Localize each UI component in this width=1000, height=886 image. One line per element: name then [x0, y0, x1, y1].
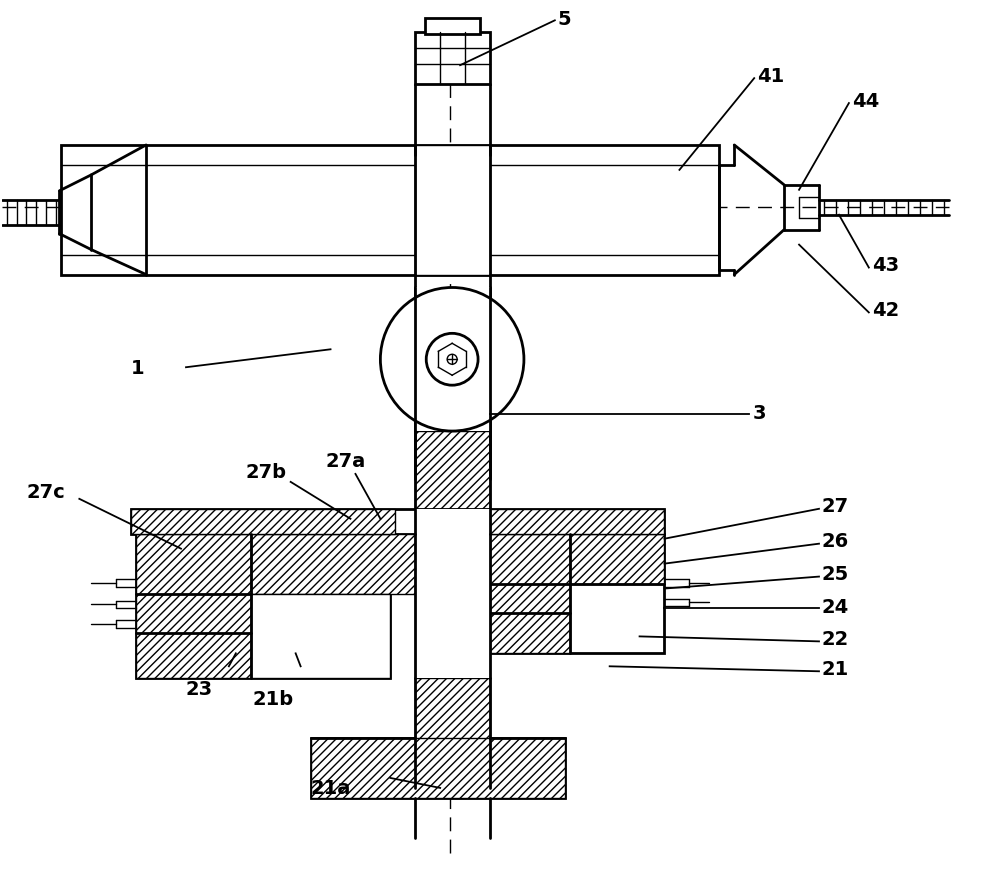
Bar: [131, 509, 395, 534]
Text: 44: 44: [852, 91, 879, 111]
Circle shape: [380, 288, 524, 431]
Bar: [415, 431, 490, 509]
Text: 3: 3: [752, 403, 766, 422]
Bar: [61, 146, 719, 276]
Bar: [311, 738, 565, 798]
Text: 41: 41: [757, 66, 784, 86]
Text: 42: 42: [872, 300, 899, 320]
Bar: [251, 594, 390, 679]
Text: 27c: 27c: [26, 483, 65, 501]
Bar: [570, 534, 664, 584]
Text: 5: 5: [558, 10, 571, 29]
Circle shape: [380, 288, 524, 431]
Text: 25: 25: [822, 564, 849, 583]
Text: 27b: 27b: [245, 462, 286, 482]
Bar: [136, 534, 390, 679]
Bar: [490, 534, 570, 654]
Bar: [311, 738, 565, 798]
Bar: [136, 534, 251, 679]
Text: 27a: 27a: [325, 452, 366, 471]
Bar: [415, 509, 490, 534]
Bar: [251, 534, 415, 594]
Bar: [415, 679, 490, 788]
Text: 26: 26: [822, 532, 849, 550]
Text: 21a: 21a: [310, 779, 351, 797]
Text: 21b: 21b: [252, 689, 293, 708]
Text: 24: 24: [822, 597, 849, 617]
Bar: [415, 34, 490, 85]
Bar: [415, 146, 490, 276]
Bar: [490, 509, 664, 534]
Text: 21: 21: [822, 659, 849, 678]
Text: 22: 22: [822, 629, 849, 649]
Circle shape: [447, 355, 457, 365]
Text: 27: 27: [822, 497, 849, 516]
Bar: [131, 509, 664, 534]
Bar: [490, 534, 664, 654]
Bar: [415, 288, 490, 431]
Text: 23: 23: [185, 679, 213, 698]
Text: 1: 1: [131, 358, 145, 377]
Circle shape: [426, 334, 478, 385]
Bar: [425, 19, 480, 35]
Bar: [415, 534, 490, 679]
Text: 43: 43: [872, 256, 899, 275]
